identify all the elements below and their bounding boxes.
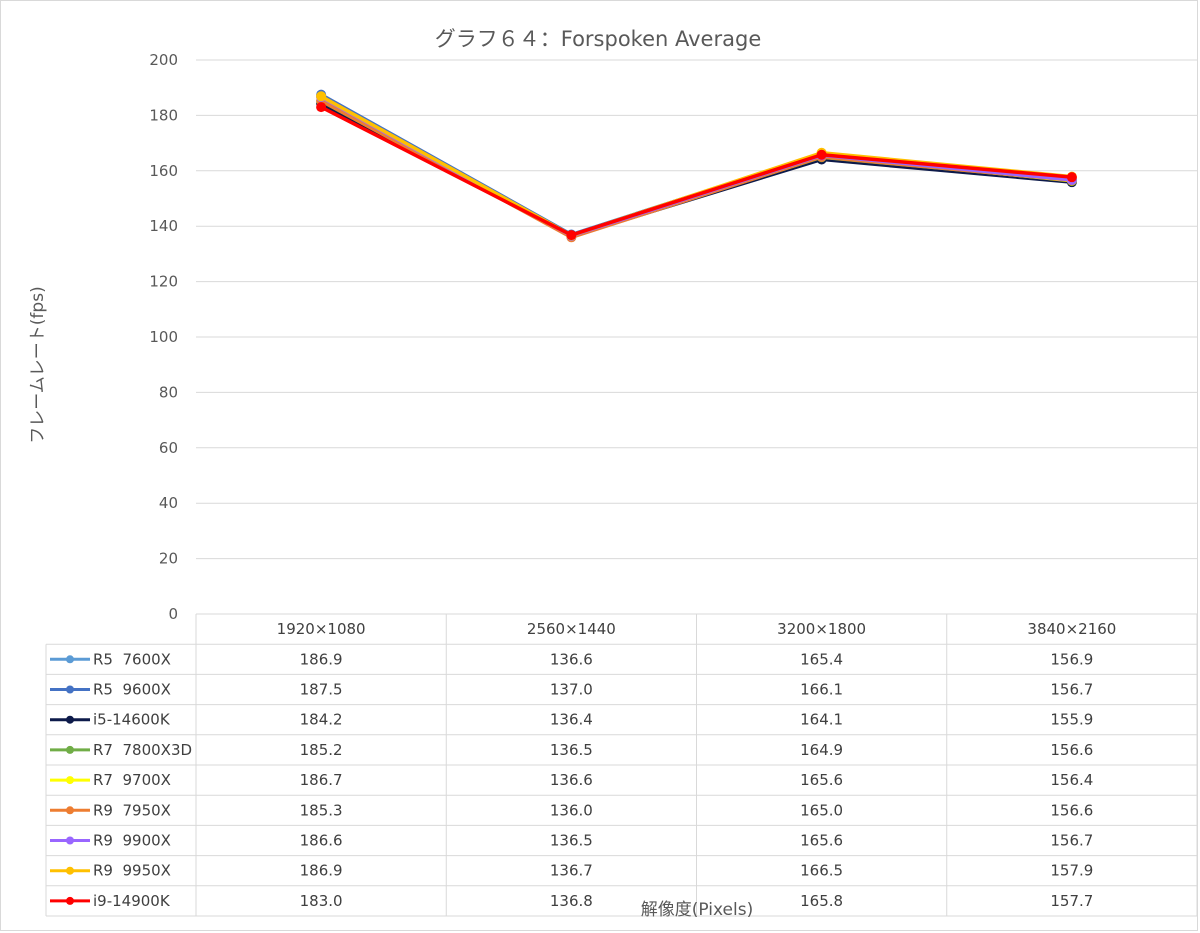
data-label-r9-9950x-2: 166.5 [800, 862, 843, 880]
legend-key-marker-i5-14600k [66, 715, 74, 724]
point-i9-14900k-3 [1066, 172, 1077, 183]
y-tick-label-20: 20 [159, 550, 178, 568]
data-label-i5-14600k-2: 164.1 [800, 711, 843, 729]
data-label-r7-9700x-1: 136.6 [550, 771, 593, 789]
legend-key-marker-r7-9700x [66, 776, 74, 785]
data-label-r9-9900x-0: 186.6 [300, 832, 343, 850]
legend-label-i9-14900k: i9-14900K [93, 892, 171, 910]
y-tick-label-140: 140 [149, 217, 178, 235]
y-tick-label-100: 100 [149, 328, 178, 346]
data-label-r9-7950x-1: 136.0 [550, 801, 593, 819]
y-tick-label-180: 180 [149, 106, 178, 124]
chart-title: グラフ６４：Forspoken Average [435, 27, 761, 51]
gridlines [196, 59, 1197, 615]
legend-key-marker-r9-9900x [66, 836, 74, 845]
data-label-r5-7600x-3: 156.9 [1050, 650, 1093, 668]
legend-key-marker-i9-14900k [66, 896, 74, 905]
data-label-r5-9600x-1: 137.0 [550, 681, 593, 699]
x-tick-label-3840-2160: 3840×2160 [1027, 620, 1116, 638]
legend-label-r5-7600x: R5 7600X [93, 650, 171, 668]
data-label-r5-9600x-0: 187.5 [300, 681, 343, 699]
data-label-r9-9950x-3: 157.9 [1050, 862, 1093, 880]
y-tick-label-120: 120 [149, 273, 178, 291]
y-tick-label-60: 60 [159, 439, 178, 457]
data-label-r5-9600x-3: 156.7 [1050, 681, 1093, 699]
data-label-r5-7600x-1: 136.6 [550, 650, 593, 668]
data-label-r9-9900x-1: 136.5 [550, 832, 593, 850]
data-label-i5-14600k-1: 136.4 [550, 711, 593, 729]
legend-key-marker-r9-7950x [66, 806, 74, 815]
data-label-r7-7800x3d-3: 156.6 [1050, 741, 1093, 759]
point-i9-14900k-2 [816, 149, 827, 160]
legend-label-r7-7800x3d: R7 7800X3D [93, 741, 192, 759]
data-label-i9-14900k-3: 157.7 [1050, 892, 1093, 910]
y-tick-label-0: 0 [168, 605, 178, 623]
x-tick-label-3200-1800: 3200×1800 [777, 620, 866, 638]
y-tick-label-200: 200 [149, 51, 178, 69]
data-label-r7-7800x3d-0: 185.2 [300, 741, 343, 759]
data-label-r7-9700x-0: 186.7 [300, 771, 343, 789]
legend-key-marker-r7-7800x3d [66, 745, 74, 754]
legend-key-marker-r9-9950x [66, 866, 74, 875]
legend-label-i5-14600k: i5-14600K [93, 711, 171, 729]
data-label-i9-14900k-0: 183.0 [300, 892, 343, 910]
series-lines [316, 89, 1077, 243]
legend-label-r9-9950x: R9 9950X [93, 862, 171, 880]
point-i9-14900k-0 [316, 102, 327, 113]
data-label-r5-7600x-2: 165.4 [800, 650, 843, 668]
data-table: 1920×1080 2560×1440 3200×1800 3840×2160 R5 7… [45, 613, 1198, 917]
data-label-r9-7950x-0: 185.3 [300, 801, 343, 819]
data-label-r9-7950x-3: 156.6 [1050, 801, 1093, 819]
y-tick-labels: 0 20 40 60 80 100 120 140 160 180 200 [149, 51, 178, 623]
data-label-r5-7600x-0: 186.9 [300, 650, 343, 668]
x-tick-label-2560-1440: 2560×1440 [527, 620, 616, 638]
data-label-r9-9950x-1: 136.7 [550, 862, 593, 880]
data-label-i5-14600k-3: 155.9 [1050, 711, 1093, 729]
series-i9-14900k [316, 102, 1077, 241]
data-label-r7-9700x-3: 156.4 [1050, 771, 1093, 789]
legend-label-r7-9700x: R7 9700X [93, 771, 171, 789]
data-label-i9-14900k-1: 136.8 [550, 892, 593, 910]
y-tick-label-160: 160 [149, 162, 178, 180]
data-label-r9-7950x-2: 165.0 [800, 801, 843, 819]
y-tick-label-80: 80 [159, 383, 178, 401]
legend-label-r9-7950x: R9 7950X [93, 801, 171, 819]
legend-label-r9-9900x: R9 9900X [93, 832, 171, 850]
data-label-r9-9950x-0: 186.9 [300, 862, 343, 880]
point-r9-9950x-0 [316, 91, 327, 102]
data-label-r5-9600x-2: 166.1 [800, 681, 843, 699]
x-axis-title: 解像度(Pixels) [641, 900, 753, 920]
data-label-r9-9900x-2: 165.6 [800, 832, 843, 850]
data-label-r9-9900x-3: 156.7 [1050, 832, 1093, 850]
data-label-r7-7800x3d-1: 136.5 [550, 741, 593, 759]
y-tick-label-40: 40 [159, 494, 178, 512]
data-label-i9-14900k-2: 165.8 [800, 892, 843, 910]
legend-key-marker-r5-7600x [66, 655, 74, 664]
data-label-r7-7800x3d-2: 164.9 [800, 741, 843, 759]
data-label-i5-14600k-0: 184.2 [300, 711, 343, 729]
y-axis-title: フレームレート(fps) [28, 286, 48, 443]
legend-key-marker-r5-9600x [66, 685, 74, 694]
x-tick-label-1920-1080: 1920×1080 [277, 620, 366, 638]
series-line-i9-14900k [320, 105, 1073, 237]
point-i9-14900k-1 [566, 230, 577, 241]
data-label-r7-9700x-2: 165.6 [800, 771, 843, 789]
legend-label-r5-9600x: R5 9600X [93, 681, 171, 699]
